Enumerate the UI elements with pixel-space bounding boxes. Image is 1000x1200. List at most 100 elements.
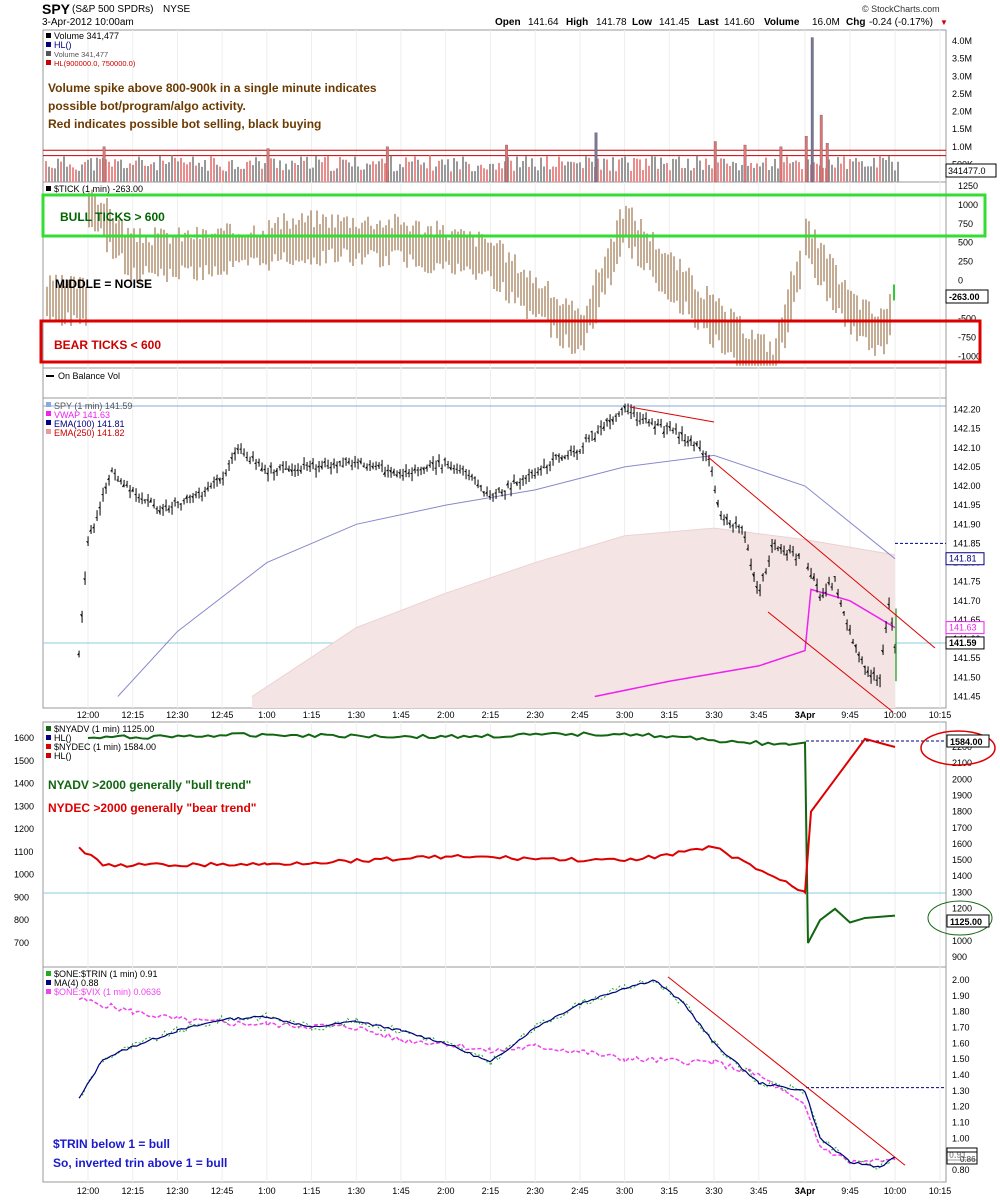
volume-bar <box>666 163 668 182</box>
volume-spike-bar <box>779 146 783 183</box>
volume-bar <box>96 157 98 182</box>
legend-swatch <box>46 42 51 47</box>
volume-spike-bar <box>819 114 823 183</box>
volume-bar <box>486 169 488 182</box>
volume-bar <box>264 163 266 182</box>
time-axis-label: 1:00 <box>258 1186 276 1196</box>
price-bar-open <box>689 438 692 442</box>
price-bar-open <box>446 463 449 466</box>
breadth-y-tick-right: 2100 <box>952 758 972 768</box>
volume-bar <box>384 163 386 182</box>
breadth-y-tick-right: 1000 <box>952 936 972 946</box>
price-bar-open <box>617 413 620 416</box>
price-bar-open <box>158 509 161 514</box>
time-axis-label: 3:45 <box>750 1186 768 1196</box>
price-bar-open <box>839 602 842 605</box>
time-axis-label: 3Apr <box>795 710 816 720</box>
price-bar-open <box>206 486 209 490</box>
price-legend-entry: SPY (1 min) 141.59 <box>54 401 132 411</box>
volume-bar <box>132 164 134 182</box>
trin-y-tick: 1.90 <box>952 991 970 1001</box>
price-bar-open <box>236 448 239 451</box>
price-bar-open <box>743 536 746 539</box>
price-value-label: 141.81 <box>949 554 977 564</box>
time-axis-label: 3:15 <box>661 710 679 720</box>
volume-bar <box>138 156 140 182</box>
legend-swatch <box>46 51 51 56</box>
price-bar-open <box>812 575 815 580</box>
price-bar-open <box>755 585 758 589</box>
volume-bar <box>246 161 248 182</box>
volume-bar <box>591 161 593 182</box>
volume-bar <box>441 159 443 182</box>
chart-date: 3-Apr-2012 10:00am <box>42 17 134 28</box>
volume-bar <box>855 158 857 182</box>
time-axis-label: 1:45 <box>392 1186 410 1196</box>
price-bar-open <box>329 466 332 469</box>
price-bar-open <box>362 465 365 468</box>
price-bar-open <box>566 455 569 457</box>
volume-bar <box>630 170 632 182</box>
volume-bar <box>564 165 566 182</box>
volume-bar <box>759 166 761 182</box>
time-axis-label: 2:30 <box>526 710 544 720</box>
trin-y-tick: 1.10 <box>952 1118 970 1128</box>
time-axis-label: 2:00 <box>437 710 455 720</box>
volume-bar <box>423 162 425 182</box>
volume-bar <box>582 168 584 182</box>
breadth-y-tick-left: 800 <box>14 915 29 925</box>
volume-bar <box>396 170 398 182</box>
price-bar-open <box>335 464 338 467</box>
price-bar-open <box>719 514 722 517</box>
price-bar-open <box>308 465 311 468</box>
volume-bar <box>546 156 548 182</box>
price-bar-open <box>254 462 257 465</box>
price-bar-open <box>278 466 281 469</box>
price-bar-open <box>149 499 152 503</box>
volume-bar <box>54 168 56 182</box>
low-label: Low <box>632 17 652 28</box>
breadth-y-tick-right: 1600 <box>952 839 972 849</box>
volume-bar <box>339 156 341 182</box>
tick-y-tick: 750 <box>958 219 973 229</box>
price-y-tick: 141.75 <box>953 577 981 587</box>
volume-bar <box>429 155 431 182</box>
volume-bar <box>318 159 320 182</box>
volume-bar <box>450 171 452 182</box>
volume-bar <box>519 167 521 182</box>
volume-bar <box>543 166 545 182</box>
volume-bar <box>786 156 788 182</box>
volume-bar <box>84 161 86 182</box>
volume-bar <box>453 157 455 182</box>
price-bar-open <box>164 505 167 507</box>
volume-bar <box>645 158 647 182</box>
volume-bar <box>312 167 314 182</box>
price-bar-open <box>269 465 272 469</box>
price-value-box <box>945 552 985 566</box>
price-bar-open <box>428 464 431 467</box>
price-bar-open <box>809 574 812 577</box>
breadth-panel-frame <box>42 721 947 968</box>
price-bar-open <box>233 451 236 455</box>
volume-bar <box>372 161 374 182</box>
price-bar-open <box>827 581 830 585</box>
chg-value: -0.24 (-0.17%) <box>869 17 933 28</box>
price-bar-open <box>869 674 872 678</box>
time-axis-label: 2:15 <box>482 1186 500 1196</box>
volume-bar <box>303 160 305 182</box>
price-bar-open <box>203 490 206 493</box>
price-bar-open <box>788 549 791 552</box>
price-bar-open <box>551 458 554 461</box>
volume-bar <box>420 164 422 182</box>
volume-bar <box>837 157 839 182</box>
price-y-tick: 141.85 <box>953 538 981 548</box>
volume-bar <box>399 164 401 182</box>
tick-y-tick: 500 <box>958 238 973 248</box>
trin-panel-frame <box>42 966 947 1183</box>
volume-bar <box>690 170 692 182</box>
volume-bar <box>45 161 47 182</box>
volume-bar <box>357 166 359 182</box>
price-bar-open <box>248 460 251 463</box>
breadth-y-tick-right: 1300 <box>952 887 972 897</box>
volume-bar <box>216 164 218 182</box>
